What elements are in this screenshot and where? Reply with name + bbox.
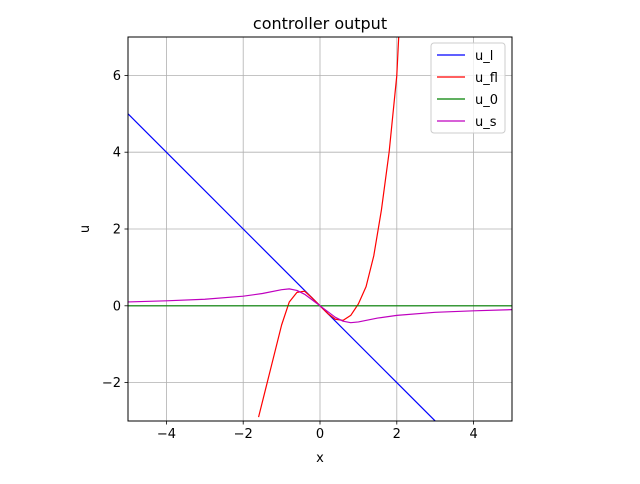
ticks: −4 −2 0 2 4 −2 0 2 4 6 [102, 69, 478, 442]
legend-box [430, 42, 506, 134]
legend-label: u_l [475, 49, 493, 64]
y-tick-label: 2 [113, 223, 121, 238]
y-tick-label: 0 [113, 299, 121, 314]
x-tick-label: 0 [316, 427, 324, 442]
series-line-u-fl [257, 37, 400, 418]
y-tick-label: −2 [102, 376, 121, 391]
x-tick-label: 2 [393, 427, 401, 442]
series-line-u-s [128, 288, 512, 324]
legend-label: u_s [475, 115, 497, 130]
x-tick-label: −4 [157, 427, 176, 442]
series-lines [128, 37, 512, 421]
x-tick-label: −2 [234, 427, 253, 442]
legend: u_l u_fl u_0 u_s [430, 42, 506, 134]
legend-label: u_0 [475, 93, 498, 108]
y-tick-label: 6 [113, 69, 121, 84]
y-tick-label: 4 [113, 146, 121, 161]
x-tick-label: 4 [469, 427, 477, 442]
x-axis-label: x [316, 451, 324, 466]
y-axis-label: u [78, 225, 93, 233]
chart-title: controller output [253, 14, 387, 33]
legend-label: u_fl [475, 71, 498, 86]
